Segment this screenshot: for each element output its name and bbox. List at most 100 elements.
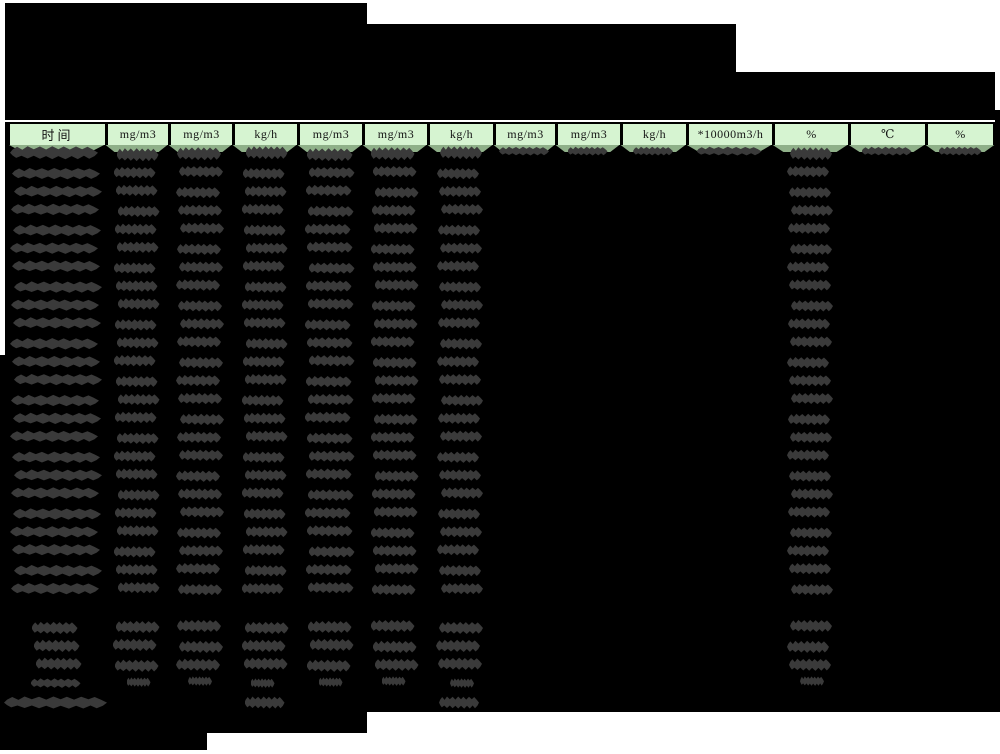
redacted-cell-value <box>372 165 417 178</box>
redacted-cell-value <box>372 545 417 557</box>
redacted-cell-value <box>440 146 482 160</box>
redacted-cell-value <box>12 356 100 368</box>
redacted-cell-value <box>306 148 353 162</box>
redacted-cell-value <box>114 319 157 331</box>
redacted-cell-value <box>14 565 102 577</box>
redacted-cell-value <box>791 392 833 405</box>
redacted-cell-value <box>306 337 353 349</box>
redacted-cell-value <box>176 470 220 482</box>
redacted-cell-value <box>13 317 101 329</box>
redacted-cell-value <box>116 525 159 537</box>
redacted-cell-value <box>787 545 829 557</box>
redacted-cell-value <box>116 148 159 162</box>
redacted-cell-value <box>790 147 832 161</box>
redacted-cell-value <box>115 184 158 197</box>
redacted-cell-value <box>370 243 415 255</box>
redacted-cell-value <box>116 337 159 349</box>
redacted-summary-value <box>800 676 824 686</box>
redacted-cell-value <box>115 375 158 388</box>
redacted-cell-value <box>370 431 415 443</box>
redacted-cell-value <box>180 413 224 426</box>
redacted-cell-value <box>370 336 415 348</box>
redacted-cell-value <box>790 431 832 443</box>
redacted-summary-value <box>372 640 417 653</box>
header-cell-unit-3: kg/h <box>232 124 297 145</box>
redacted-title-line-3 <box>5 72 995 120</box>
redacted-summary-value <box>35 657 82 670</box>
redacted-cell-value <box>308 166 355 179</box>
redacted-title-line-1 <box>5 3 367 24</box>
redacted-cell-value <box>787 261 829 273</box>
redacted-cell-value <box>440 242 482 254</box>
redacted-summary-value <box>439 696 479 709</box>
redacted-cell-value <box>305 375 352 388</box>
redacted-cell-value <box>177 527 221 539</box>
redacted-cell-value <box>176 374 220 387</box>
redacted-summary-value <box>243 657 288 670</box>
redacted-cell-value <box>791 300 833 312</box>
redacted-cell-value <box>304 507 351 519</box>
redacted-cell-value <box>12 544 100 556</box>
redacted-cell-value <box>305 468 352 480</box>
redacted-cell-value <box>243 224 286 236</box>
redacted-summary-value <box>450 678 474 688</box>
header-shadow-trapezoid <box>168 145 232 152</box>
redacted-cell-value <box>788 413 830 426</box>
redacted-summary-value <box>307 620 352 634</box>
redacted-cell-value <box>440 430 482 442</box>
redacted-cell-value-partial <box>938 146 982 156</box>
header-cell-unit-11: % <box>772 124 848 145</box>
redacted-cell-value <box>11 394 99 407</box>
redacted-cell-value <box>115 468 158 480</box>
redacted-cell-value <box>440 338 482 350</box>
redacted-cell-value <box>179 261 223 273</box>
redacted-cell-value <box>242 451 285 463</box>
header-shadow-cell-5 <box>362 145 427 152</box>
redacted-summary-value <box>179 640 223 653</box>
redacted-cell-value-partial <box>633 146 673 156</box>
redacted-cell-value <box>305 564 352 576</box>
redacted-cell-value <box>241 487 284 499</box>
redacted-cell-value <box>117 393 160 406</box>
header-cell-unit-7: mg/m3 <box>493 124 555 145</box>
redacted-cell-value <box>244 373 287 386</box>
redacted-summary-value <box>244 621 289 635</box>
header-cell-unit-2: mg/m3 <box>168 124 232 145</box>
redacted-cell-value <box>245 526 288 538</box>
redacted-cell-value <box>305 280 352 292</box>
redacted-cell-value <box>788 506 830 518</box>
redacted-cell-value <box>244 185 287 198</box>
redacted-cell-value <box>177 336 221 348</box>
redacted-cell-value <box>439 373 481 386</box>
redacted-cell-value <box>14 281 102 293</box>
redacted-summary-value <box>177 619 221 633</box>
redacted-cell-value <box>11 203 99 216</box>
redacted-cell-value <box>374 563 419 575</box>
redacted-cell-value <box>244 281 287 293</box>
redacted-cell-value <box>14 185 102 198</box>
header-shadow-cell-4 <box>297 145 362 152</box>
redacted-cell-value <box>117 205 160 218</box>
right-edge-redaction <box>995 110 1000 122</box>
redacted-cell-value <box>789 374 831 387</box>
redacted-cell-value <box>113 166 156 179</box>
redacted-title-line-2 <box>5 24 736 72</box>
redacted-cell-value <box>177 431 221 443</box>
redacted-cell-value <box>370 527 415 539</box>
redacted-cell-value <box>241 394 284 407</box>
redacted-cell-value-partial <box>567 146 608 156</box>
redacted-cell-value <box>179 165 223 178</box>
redacted-cell-value <box>441 299 483 311</box>
redacted-cell-value-partial <box>499 146 549 156</box>
redacted-summary-value <box>374 658 419 671</box>
redacted-cell-value <box>179 357 223 369</box>
redacted-cell-value <box>243 508 286 520</box>
page-left-margin <box>0 122 5 355</box>
redacted-summary-value <box>241 639 286 652</box>
redacted-cell-value <box>371 300 416 312</box>
redacted-cell-value <box>179 545 223 557</box>
redacted-cell-value <box>180 318 224 330</box>
redacted-cell-value <box>307 205 354 218</box>
redacted-cell-value-partial <box>696 146 762 156</box>
redacted-cell-value <box>115 564 158 576</box>
